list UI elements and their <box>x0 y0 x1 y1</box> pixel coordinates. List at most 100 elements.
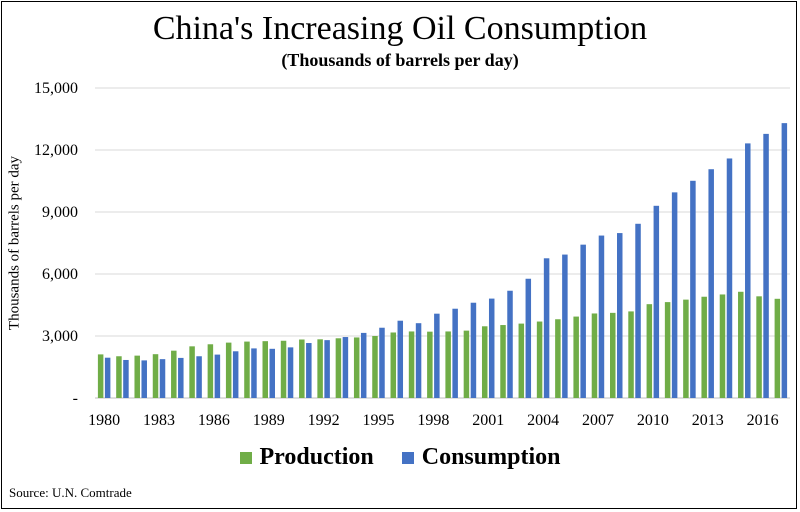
bar-consumption-2014 <box>726 158 733 398</box>
legend-label-consumption: Consumption <box>421 444 561 470</box>
bar-production-1993 <box>335 338 342 398</box>
bar-production-1996 <box>390 332 397 398</box>
bar-production-2001 <box>481 326 488 398</box>
bar-production-2011 <box>664 302 671 398</box>
x-tick-label: 2010 <box>637 412 669 429</box>
x-tick-label: 1992 <box>308 412 340 429</box>
bar-consumption-1994 <box>360 332 367 398</box>
bar-production-2006 <box>573 316 579 398</box>
bar-production-2016 <box>756 296 762 398</box>
x-tick-label: 2013 <box>692 412 724 429</box>
legend-item-consumption: Consumption <box>401 444 561 471</box>
bar-production-2015 <box>738 291 744 398</box>
legend-label-production: Production <box>259 444 374 470</box>
bar-production-1988 <box>244 341 250 398</box>
legend-swatch-production <box>239 451 252 464</box>
bar-production-2005 <box>555 319 561 398</box>
bar-production-2010 <box>646 304 653 398</box>
y-tick-label: 3,000 <box>42 328 78 345</box>
bar-consumption-2010 <box>653 205 660 398</box>
bar-production-2003 <box>518 323 525 398</box>
x-tick-label: 1998 <box>417 412 449 429</box>
x-tick-label: 1989 <box>253 412 285 429</box>
bar-consumption-1986 <box>214 354 221 398</box>
chart-title: China's Increasing Oil Consumption <box>152 10 648 47</box>
bar-production-2014 <box>719 294 726 398</box>
bar-consumption-1998 <box>434 313 440 398</box>
bar-production-1989 <box>262 341 268 398</box>
bar-production-2002 <box>500 325 506 398</box>
bar-consumption-2016 <box>763 133 769 398</box>
source-note: Source: U.N. Comtrade <box>9 485 132 500</box>
x-tick-label: 1983 <box>143 412 175 429</box>
bar-consumption-2012 <box>690 180 696 398</box>
bar-production-1985 <box>189 346 195 398</box>
bar-consumption-2017 <box>781 123 788 398</box>
bar-production-1986 <box>207 344 214 398</box>
bar-production-1992 <box>317 339 323 398</box>
bar-production-2004 <box>536 321 543 398</box>
bar-production-1999 <box>445 331 451 398</box>
bar-consumption-1991 <box>306 343 312 398</box>
bar-consumption-1981 <box>123 359 129 398</box>
bar-consumption-2008 <box>617 233 623 398</box>
bar-consumption-2002 <box>507 290 513 398</box>
bar-consumption-1982 <box>141 360 147 398</box>
bar-consumption-2000 <box>470 302 477 398</box>
y-tick-label: 15,000 <box>34 80 78 97</box>
bar-production-2007 <box>591 313 598 398</box>
bar-consumption-1989 <box>269 348 275 398</box>
bar-production-2008 <box>610 312 616 398</box>
bar-consumption-2015 <box>745 143 751 398</box>
bar-production-2012 <box>683 299 689 398</box>
legend-swatch-consumption <box>401 451 414 464</box>
bar-production-1987 <box>225 342 232 398</box>
bar-consumption-1984 <box>178 357 184 398</box>
bar-production-1981 <box>116 356 122 398</box>
bar-production-1980 <box>97 354 104 398</box>
bar-production-1984 <box>171 350 177 398</box>
y-tick-label: - <box>73 390 78 407</box>
x-tick-label: 1980 <box>88 412 120 429</box>
bar-consumption-1983 <box>159 359 166 398</box>
legend-item-production: Production <box>239 444 374 471</box>
bar-consumption-2009 <box>635 223 641 398</box>
y-tick-label: 9,000 <box>42 204 78 221</box>
bar-consumption-2005 <box>562 254 568 398</box>
x-tick-label: 1995 <box>362 412 394 429</box>
bar-production-2000 <box>463 330 470 398</box>
x-tick-label: 2001 <box>472 412 504 429</box>
x-tick-label: 2007 <box>582 412 614 429</box>
legend: Production Consumption <box>0 444 800 471</box>
bar-consumption-2001 <box>488 298 495 398</box>
bar-production-1983 <box>152 354 159 398</box>
bar-consumption-1996 <box>397 320 404 398</box>
x-tick-label: 2004 <box>527 412 559 429</box>
x-tick-label: 2016 <box>747 412 779 429</box>
bar-consumption-1997 <box>415 323 422 398</box>
bar-consumption-2007 <box>598 235 605 398</box>
y-tick-label: 6,000 <box>42 266 78 283</box>
bar-consumption-1987 <box>232 351 239 398</box>
y-tick-label: 12,000 <box>34 142 78 159</box>
bar-consumption-2011 <box>671 192 678 398</box>
bar-production-2009 <box>628 311 634 398</box>
bar-consumption-2006 <box>580 244 586 398</box>
bar-production-2013 <box>701 296 707 398</box>
bar-production-1982 <box>134 355 140 398</box>
bar-production-1990 <box>280 340 287 398</box>
bar-production-1997 <box>408 331 415 398</box>
chart-subtitle: (Thousands of barrels per day) <box>281 50 519 70</box>
bar-consumption-1985 <box>196 356 202 398</box>
bar-production-1998 <box>427 331 433 398</box>
bar-consumption-1980 <box>104 357 111 398</box>
bar-production-1995 <box>372 336 378 398</box>
bar-consumption-1995 <box>379 327 385 398</box>
bar-consumption-2003 <box>525 278 532 398</box>
bar-production-1994 <box>353 337 360 398</box>
bar-consumption-2004 <box>543 258 550 398</box>
x-tick-label: 1986 <box>198 412 230 429</box>
bar-production-1991 <box>299 339 305 398</box>
